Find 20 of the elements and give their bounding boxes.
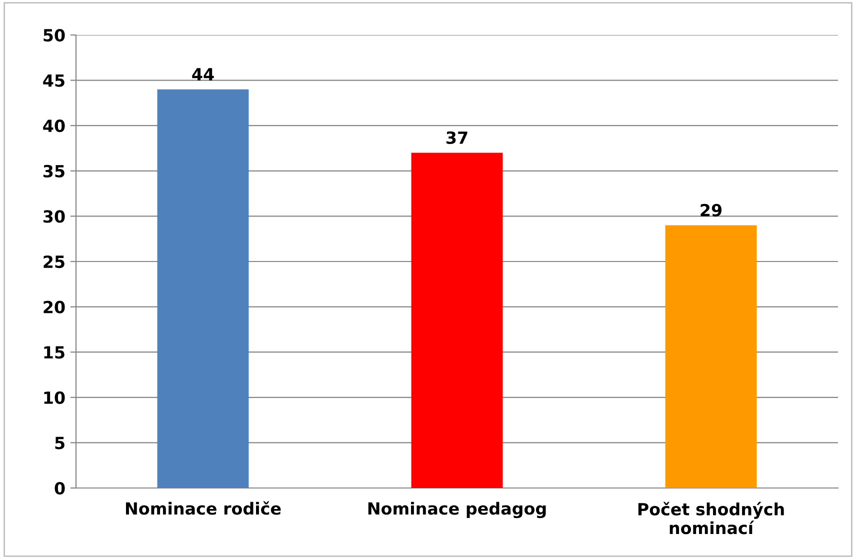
bar <box>157 89 249 488</box>
data-label: 44 <box>192 68 214 80</box>
y-tick-label: 0 <box>54 482 65 495</box>
y-tick-label: 10 <box>44 391 65 404</box>
y-tick-label: 30 <box>44 210 65 223</box>
data-label: 37 <box>446 131 468 144</box>
y-tick-label: 50 <box>44 28 65 42</box>
y-tick-label: 45 <box>43 74 64 87</box>
bar <box>665 225 757 488</box>
y-tick-label: 35 <box>44 164 64 178</box>
y-tick-label: 5 <box>55 436 64 450</box>
y-tick-label: 25 <box>44 255 64 268</box>
x-tick-label: Počet shodných nominací <box>638 502 784 534</box>
y-tick-label: 40 <box>43 120 65 132</box>
y-tick-label: 15 <box>44 346 64 359</box>
y-tick-label: 20 <box>44 300 65 314</box>
x-tick-label: Nominace rodiče <box>126 501 281 515</box>
data-label: 29 <box>700 204 722 216</box>
x-tick-label: Nominace pedagog <box>368 502 546 518</box>
bar <box>411 152 503 488</box>
